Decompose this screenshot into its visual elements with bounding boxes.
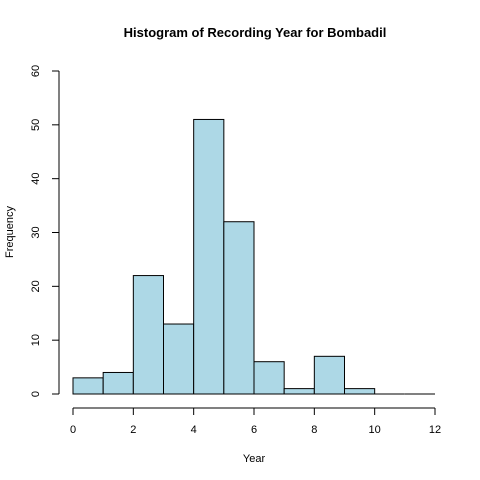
y-tick-label: 60 <box>30 65 42 77</box>
x-tick-label: 10 <box>369 424 381 436</box>
y-axis: 0 10 20 30 40 50 60 <box>30 65 60 397</box>
x-tick-label: 4 <box>191 424 197 436</box>
histogram-bar <box>344 388 376 395</box>
y-tick-label: 10 <box>30 334 42 346</box>
bars-group <box>72 118 435 395</box>
y-tick-label: 0 <box>30 391 42 397</box>
histogram-bar <box>193 118 225 395</box>
histogram-bar <box>132 275 165 395</box>
histogram-bar <box>163 323 195 395</box>
histogram-bar <box>283 388 315 395</box>
y-tick-label: 40 <box>30 173 42 185</box>
x-tick-label: 2 <box>130 424 136 436</box>
chart-title: Histogram of Recording Year for Bombadil <box>124 25 387 40</box>
x-tick-label: 6 <box>251 424 257 436</box>
y-tick-label: 50 <box>30 119 42 131</box>
histogram-bar <box>72 377 104 395</box>
x-tick-label: 0 <box>70 424 76 436</box>
y-tick-label: 20 <box>30 280 42 292</box>
histogram-bar <box>223 221 255 395</box>
histogram-bar <box>253 361 285 395</box>
histogram-bar <box>102 371 134 395</box>
y-axis-label: Frequency <box>4 206 16 258</box>
x-tick-label: 12 <box>429 424 441 436</box>
x-tick-label: 8 <box>311 424 317 436</box>
x-axis: 0 2 4 6 8 10 12 <box>70 407 441 436</box>
y-tick-label: 30 <box>30 226 42 238</box>
x-axis-label: Year <box>243 453 266 465</box>
histogram-bar <box>313 355 345 395</box>
